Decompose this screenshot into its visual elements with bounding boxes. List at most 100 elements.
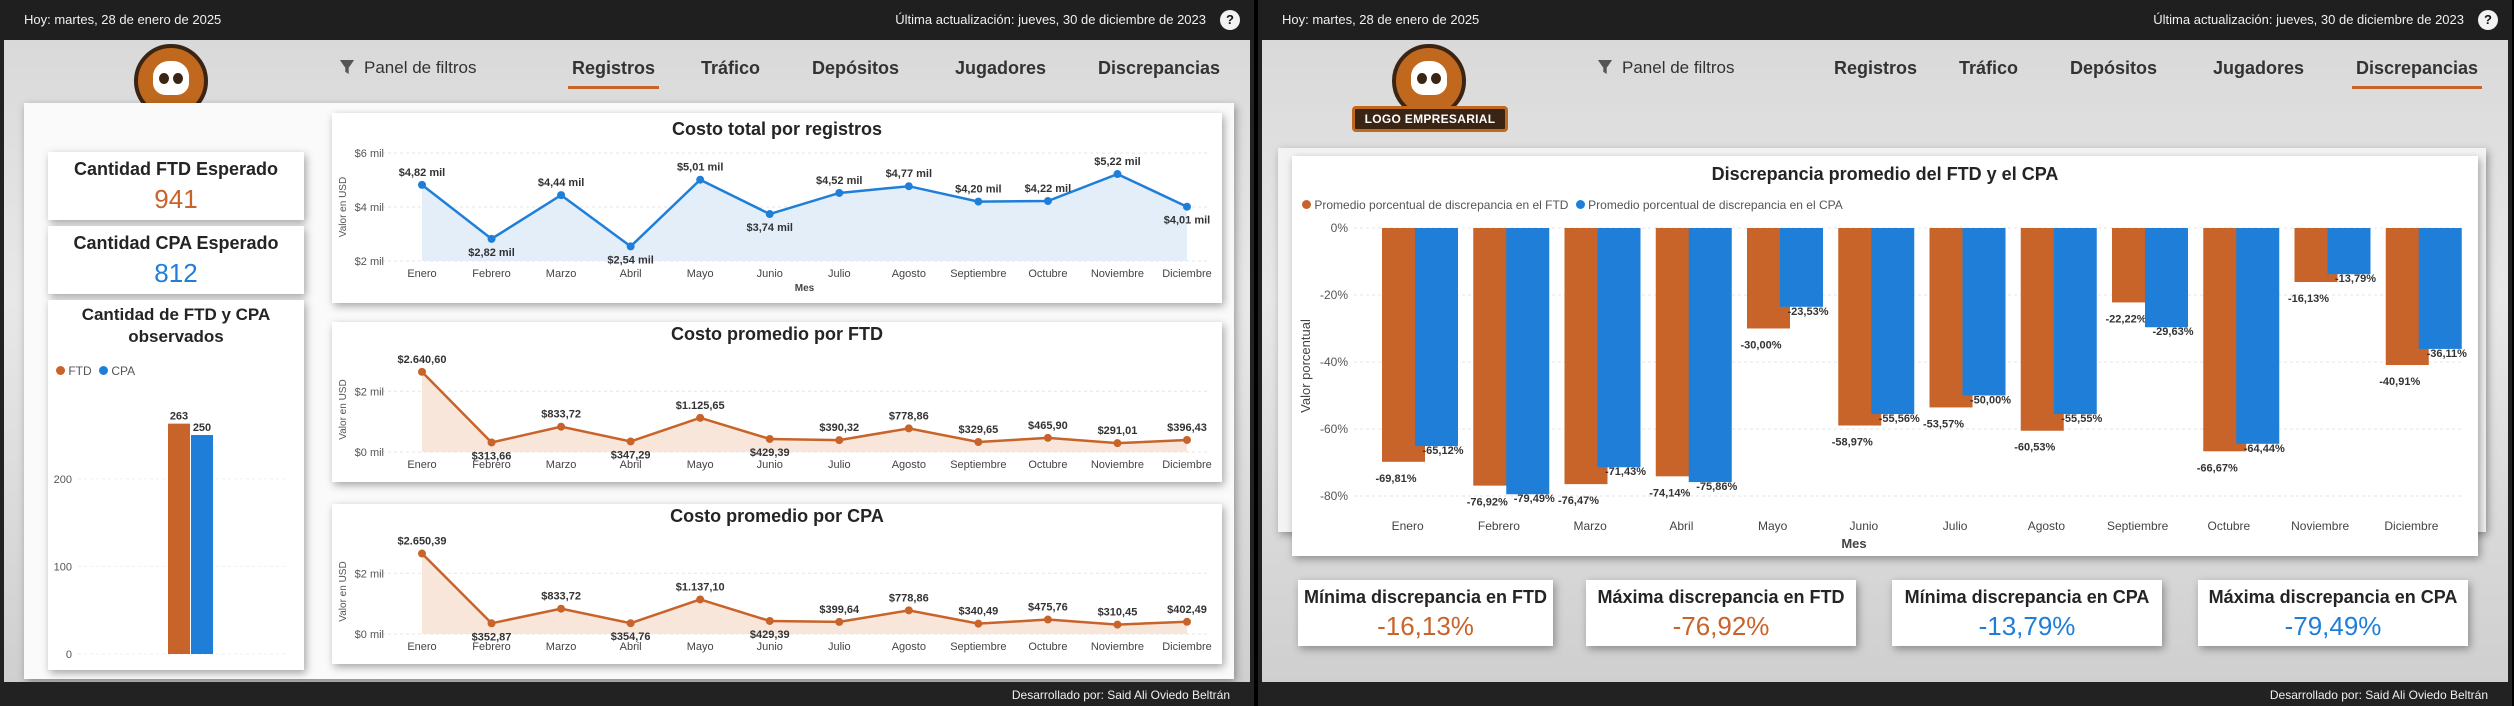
data-point [1043, 615, 1052, 624]
x-axis-label: Mes [795, 283, 815, 294]
data-point [835, 188, 844, 197]
data-point [904, 424, 913, 433]
x-tick-label: Febrero [472, 641, 511, 653]
kpi-value: 941 [154, 184, 198, 214]
data-label: -36,11% [2427, 348, 2468, 360]
y-tick-label: -60% [1320, 422, 1348, 436]
x-tick-label: Mayo [687, 459, 714, 471]
x-tick-label: Diciembre [1162, 641, 1212, 653]
data-point [626, 619, 635, 628]
data-label: -23,53% [1788, 306, 1829, 318]
x-tick-label: Octubre [1028, 459, 1067, 471]
data-point [626, 437, 635, 446]
x-tick-label: Marzo [546, 459, 577, 471]
data-label: $2,54 mil [607, 254, 653, 266]
data-label: $2,82 mil [468, 247, 514, 259]
y-tick-label: $0 mil [355, 447, 384, 459]
x-tick-label: Julio [828, 459, 851, 471]
bar-cpa [1962, 228, 2006, 396]
y-tick-label: $2 mil [355, 568, 384, 580]
data-label: -55,55% [2061, 413, 2102, 425]
data-label: $340,49 [958, 606, 998, 618]
x-tick-label: Marzo [546, 268, 577, 280]
x-tick-label: Agosto [892, 641, 926, 653]
data-label: -76,92% [1467, 497, 1508, 509]
data-point [835, 617, 844, 626]
tab-trafico[interactable]: Tráfico [1959, 58, 2019, 78]
x-tick-label: Febrero [472, 268, 511, 280]
x-tick-label: Noviembre [1091, 459, 1144, 471]
y-tick-label: $4 mil [355, 202, 384, 214]
bar-cpa [2236, 228, 2280, 444]
bar-cpa [1506, 228, 1550, 495]
y-tick-label: $2 mil [355, 386, 384, 398]
legend-cpa: Promedio porcentual de discrepancia en e… [1588, 198, 1843, 212]
data-label: $396,43 [1167, 422, 1207, 434]
y-tick-label: $0 mil [355, 629, 384, 641]
data-label: 263 [170, 411, 188, 423]
data-label: $354,76 [611, 631, 651, 643]
bar-cpa [2418, 228, 2462, 349]
x-tick-label: Mayo [687, 268, 714, 280]
x-tick-label: Diciembre [2384, 519, 2438, 533]
top-bar: Hoy: martes, 28 de enero de 2025 Última … [1258, 0, 2512, 40]
area-fill [422, 174, 1187, 261]
data-label: $778,86 [889, 410, 929, 422]
data-label: -58,97% [1832, 437, 1873, 449]
bar-cpa [2327, 228, 2371, 275]
filter-panel-label: Panel de filtros [364, 58, 477, 77]
chart-title: Costo total por registros [671, 119, 882, 139]
y-tick-label: -40% [1320, 355, 1348, 369]
data-label: -60,53% [2014, 442, 2055, 454]
x-tick-label: Enero [407, 268, 436, 280]
legend-cpa: CPA [111, 364, 136, 378]
tab-jugadores[interactable]: Jugadores [2213, 58, 2305, 78]
chart-costo-total: Costo total por registros $2 mil $4 mil $6… [332, 113, 1222, 303]
data-point [765, 434, 774, 443]
data-label: $402,49 [1167, 604, 1207, 616]
legend-ftd: Promedio porcentual de discrepancia en e… [1314, 198, 1569, 212]
tab-depositos[interactable]: Depósitos [2070, 58, 2158, 78]
tab-depositos[interactable]: Depósitos [812, 58, 900, 78]
ftd-legend-dot [1302, 200, 1311, 209]
data-label: $833,72 [541, 591, 581, 603]
help-icon[interactable]: ? [2478, 10, 2498, 30]
bar-cpa [1415, 228, 1458, 447]
data-label: $291,01 [1098, 425, 1138, 437]
bar-cpa [1688, 228, 1732, 483]
data-label: -74,14% [1649, 487, 1690, 499]
y-axis-label: Valor porcentual [1298, 319, 1313, 413]
help-icon[interactable]: ? [1220, 10, 1240, 30]
filter-panel-button[interactable]: Panel de filtros [1598, 58, 1734, 78]
data-point [487, 234, 496, 243]
y-tick-label: 0% [1331, 221, 1349, 235]
data-point [1183, 202, 1191, 211]
area-fill [422, 371, 1187, 452]
bar-cpa [1780, 228, 1823, 307]
x-tick-label: Octubre [1028, 268, 1067, 280]
x-tick-label: Junio [1850, 519, 1879, 533]
legend-ftd: FTD [68, 364, 92, 378]
bar-ftd [168, 423, 190, 654]
data-point [418, 549, 426, 558]
filter-panel-button[interactable]: Panel de filtros [340, 58, 476, 78]
data-label: $1.125,65 [676, 400, 725, 412]
ftd-legend-dot [56, 366, 65, 375]
filter-icon [340, 60, 354, 74]
data-label: $4,52 mil [816, 175, 862, 187]
data-point [626, 242, 635, 251]
tab-jugadores[interactable]: Jugadores [955, 58, 1047, 78]
x-tick-label: Noviembre [1091, 268, 1144, 280]
chart-costo-cpa: Costo promedio por CPA $0 mil $2 mil Valor… [332, 504, 1222, 664]
tab-discrepancias[interactable]: Discrepancias [1098, 58, 1221, 78]
y-axis-label: Valor en USD [338, 379, 349, 439]
x-tick-label: Julio [828, 268, 851, 280]
x-tick-label: Abril [1669, 519, 1693, 533]
data-point [974, 437, 983, 446]
x-tick-label: Julio [1943, 519, 1968, 533]
tab-discrepancias[interactable]: Discrepancias [2351, 58, 2483, 89]
tab-registros[interactable]: Registros [1834, 58, 1918, 78]
data-point [696, 175, 705, 184]
tab-registros[interactable]: Registros [567, 58, 660, 89]
tab-trafico[interactable]: Tráfico [701, 58, 761, 78]
